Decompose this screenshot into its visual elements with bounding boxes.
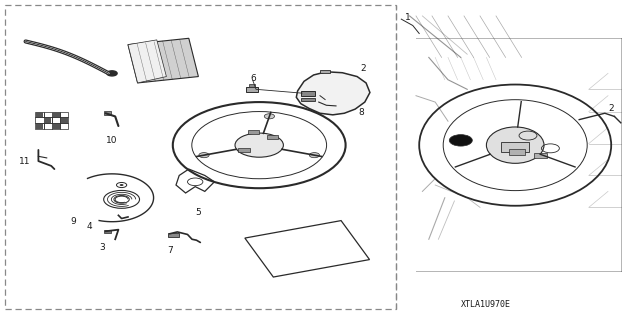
Bar <box>501 142 529 152</box>
Bar <box>60 123 68 129</box>
Text: 1: 1 <box>405 13 410 22</box>
Bar <box>44 117 52 123</box>
Circle shape <box>107 71 117 76</box>
Text: 6: 6 <box>250 74 255 83</box>
Bar <box>248 130 259 134</box>
Bar <box>301 98 315 101</box>
Text: 5: 5 <box>196 208 201 217</box>
Bar <box>320 70 330 73</box>
Bar <box>52 112 60 117</box>
Circle shape <box>235 133 284 157</box>
Text: XTLA1U970E: XTLA1U970E <box>461 300 511 309</box>
Text: 11: 11 <box>19 157 30 166</box>
Bar <box>168 233 179 237</box>
Text: 7: 7 <box>167 246 172 255</box>
Bar <box>249 84 255 87</box>
Bar <box>35 117 44 123</box>
Bar <box>301 91 315 96</box>
Bar <box>60 117 68 123</box>
Circle shape <box>199 152 209 158</box>
Bar <box>44 123 52 129</box>
Circle shape <box>264 114 275 119</box>
Bar <box>52 112 60 117</box>
Text: 4: 4 <box>87 222 92 231</box>
Bar <box>35 112 44 117</box>
Polygon shape <box>128 40 166 83</box>
Bar <box>238 148 250 152</box>
Polygon shape <box>128 38 198 83</box>
Bar <box>246 87 258 92</box>
Circle shape <box>449 135 472 146</box>
Text: 8: 8 <box>359 108 364 117</box>
Bar <box>52 117 60 123</box>
Bar <box>104 111 111 115</box>
Text: 9: 9 <box>71 217 76 226</box>
Bar <box>52 124 60 129</box>
Bar <box>52 123 60 129</box>
Polygon shape <box>245 221 369 277</box>
Bar <box>35 123 44 129</box>
Circle shape <box>309 152 319 158</box>
Bar <box>36 124 43 129</box>
Bar <box>267 135 278 139</box>
Bar <box>509 149 525 155</box>
Bar <box>61 118 68 123</box>
Text: 2: 2 <box>609 104 614 113</box>
Ellipse shape <box>486 127 544 163</box>
Text: 3: 3 <box>100 243 105 252</box>
Bar <box>44 118 51 123</box>
Circle shape <box>120 184 124 186</box>
Bar <box>104 230 111 233</box>
Text: 2: 2 <box>361 64 366 73</box>
Bar <box>534 153 547 158</box>
Polygon shape <box>296 72 370 115</box>
Bar <box>44 112 52 117</box>
Bar <box>60 112 68 117</box>
Bar <box>36 112 43 117</box>
Text: 10: 10 <box>106 136 118 145</box>
